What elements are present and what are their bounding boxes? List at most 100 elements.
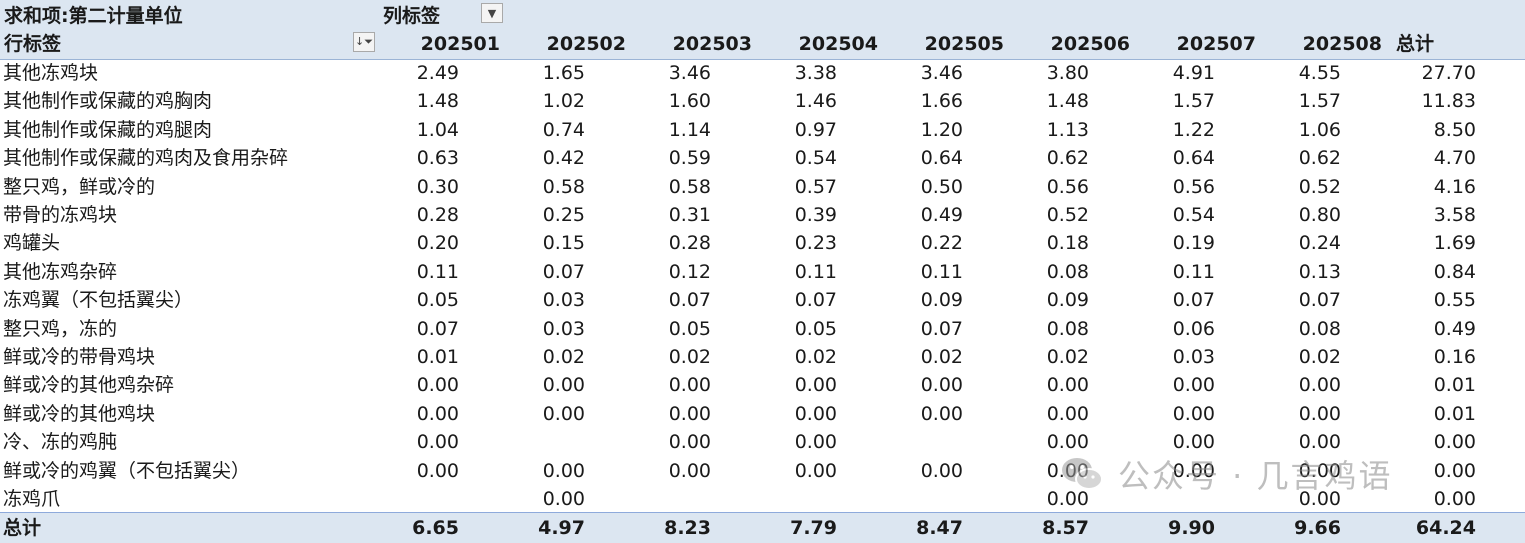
row-label[interactable]: 其他制作或保藏的鸡腿肉	[3, 118, 213, 141]
table-cell[interactable]: 1.57	[1298, 90, 1341, 113]
table-cell[interactable]: 0.24	[1298, 232, 1341, 255]
table-cell[interactable]: 0.55	[1433, 289, 1476, 312]
table-cell[interactable]: 0.00	[1172, 431, 1215, 454]
table-cell[interactable]: 0.00	[542, 488, 585, 510]
table-cell[interactable]: 0.03	[542, 289, 585, 312]
table-cell[interactable]: 0.03	[1172, 346, 1215, 368]
table-cell[interactable]: 0.11	[416, 260, 459, 283]
table-cell[interactable]: 0.11	[794, 260, 837, 283]
table-cell[interactable]: 1.06	[1298, 118, 1341, 141]
table-cell[interactable]: 0.02	[1046, 346, 1089, 368]
column-header-6[interactable]: 202507	[1176, 33, 1256, 55]
column-labels-caption[interactable]: 列标签	[383, 5, 441, 27]
table-cell[interactable]: 0.06	[1172, 317, 1215, 340]
table-cell[interactable]: 0.00	[668, 402, 711, 425]
table-cell[interactable]: 0.00	[1046, 402, 1089, 425]
column-header-0[interactable]: 202501	[420, 33, 500, 55]
row-label[interactable]: 冻鸡爪	[3, 488, 61, 510]
table-cell[interactable]: 1.46	[794, 90, 837, 113]
table-cell[interactable]: 0.74	[542, 118, 585, 141]
table-cell[interactable]: 0.52	[1298, 175, 1341, 198]
table-cell[interactable]: 0.11	[920, 260, 963, 283]
table-cell[interactable]: 1.66	[920, 90, 963, 113]
table-cell[interactable]: 0.12	[668, 260, 711, 283]
table-cell[interactable]: 0.19	[1172, 232, 1215, 255]
table-cell[interactable]: 11.83	[1421, 90, 1476, 113]
table-cell[interactable]: 0.00	[1172, 374, 1215, 397]
table-cell[interactable]: 0.13	[1298, 260, 1341, 283]
table-cell[interactable]: 0.00	[794, 431, 837, 454]
table-cell[interactable]: 0.00	[1298, 402, 1341, 425]
table-cell[interactable]: 0.22	[920, 232, 963, 255]
row-label[interactable]: 其他冻鸡块	[3, 62, 99, 84]
table-cell[interactable]: 0.09	[920, 289, 963, 312]
table-cell[interactable]: 0.00	[416, 431, 459, 454]
table-cell[interactable]: 4.91	[1172, 62, 1215, 84]
table-cell[interactable]: 0.58	[542, 175, 585, 198]
table-cell[interactable]: 0.50	[920, 175, 963, 198]
table-cell[interactable]: 0.05	[794, 317, 837, 340]
table-cell[interactable]: 0.64	[920, 147, 963, 170]
row-label[interactable]: 鲜或冷的其他鸡杂碎	[3, 374, 175, 397]
column-header-5[interactable]: 202506	[1050, 33, 1130, 55]
table-cell[interactable]: 0.00	[1433, 431, 1476, 454]
column-header-4[interactable]: 202505	[924, 33, 1004, 55]
total-cell[interactable]: 9.66	[1294, 517, 1341, 539]
total-cell[interactable]: 9.90	[1168, 517, 1215, 539]
table-cell[interactable]: 4.55	[1298, 62, 1341, 84]
table-cell[interactable]: 1.60	[668, 90, 711, 113]
table-cell[interactable]: 0.07	[1298, 289, 1341, 312]
table-cell[interactable]: 0.09	[1046, 289, 1089, 312]
table-cell[interactable]: 0.07	[416, 317, 459, 340]
table-cell[interactable]: 0.56	[1172, 175, 1215, 198]
table-cell[interactable]: 0.07	[794, 289, 837, 312]
table-cell[interactable]: 0.08	[1298, 317, 1341, 340]
table-cell[interactable]: 3.80	[1046, 62, 1089, 84]
table-cell[interactable]: 0.07	[1172, 289, 1215, 312]
table-cell[interactable]: 1.13	[1046, 118, 1089, 141]
table-cell[interactable]: 0.54	[1172, 204, 1215, 226]
table-cell[interactable]: 0.00	[1298, 374, 1341, 397]
table-cell[interactable]: 0.02	[794, 346, 837, 368]
table-cell[interactable]: 0.07	[920, 317, 963, 340]
table-cell[interactable]: 0.49	[1433, 317, 1476, 340]
table-cell[interactable]: 1.48	[1046, 90, 1089, 113]
column-filter-button[interactable]: ▼	[481, 3, 503, 23]
table-cell[interactable]: 0.00	[1046, 488, 1089, 510]
total-cell[interactable]: 8.57	[1042, 517, 1089, 539]
table-cell[interactable]: 0.08	[1046, 317, 1089, 340]
table-cell[interactable]: 0.31	[668, 204, 711, 226]
table-cell[interactable]: 0.00	[1172, 402, 1215, 425]
table-cell[interactable]: 0.18	[1046, 232, 1089, 255]
table-cell[interactable]: 0.20	[416, 232, 459, 255]
table-cell[interactable]: 3.38	[794, 62, 837, 84]
row-label[interactable]: 鲜或冷的鸡翼（不包括翼尖）	[3, 459, 251, 482]
values-field-label[interactable]: 求和项:第二计量单位	[4, 5, 183, 27]
table-cell[interactable]: 1.14	[668, 118, 711, 141]
table-cell[interactable]: 0.25	[542, 204, 585, 226]
row-filter-button[interactable]: ↓⏷	[353, 32, 375, 52]
table-cell[interactable]: 0.00	[542, 459, 585, 482]
table-cell[interactable]: 0.15	[542, 232, 585, 255]
table-cell[interactable]: 0.07	[542, 260, 585, 283]
table-cell[interactable]: 1.02	[542, 90, 585, 113]
table-cell[interactable]: 0.62	[1298, 147, 1341, 170]
row-label[interactable]: 其他制作或保藏的鸡胸肉	[3, 90, 213, 113]
table-cell[interactable]: 0.00	[668, 431, 711, 454]
table-cell[interactable]: 0.00	[416, 374, 459, 397]
table-cell[interactable]: 0.00	[1172, 459, 1215, 482]
table-cell[interactable]: 0.28	[416, 204, 459, 226]
row-label[interactable]: 鲜或冷的带骨鸡块	[3, 346, 156, 368]
table-cell[interactable]: 0.59	[668, 147, 711, 170]
row-labels-caption[interactable]: 行标签	[4, 33, 62, 55]
table-cell[interactable]: 0.00	[920, 374, 963, 397]
total-cell[interactable]: 8.23	[664, 517, 711, 539]
row-label[interactable]: 冷、冻的鸡肫	[3, 431, 118, 454]
table-cell[interactable]: 1.48	[416, 90, 459, 113]
row-label[interactable]: 整只鸡，鲜或冷的	[3, 175, 156, 198]
table-cell[interactable]: 0.39	[794, 204, 837, 226]
total-cell[interactable]: 6.65	[412, 517, 459, 539]
table-cell[interactable]: 0.00	[794, 374, 837, 397]
table-cell[interactable]: 0.64	[1172, 147, 1215, 170]
table-cell[interactable]: 0.02	[920, 346, 963, 368]
